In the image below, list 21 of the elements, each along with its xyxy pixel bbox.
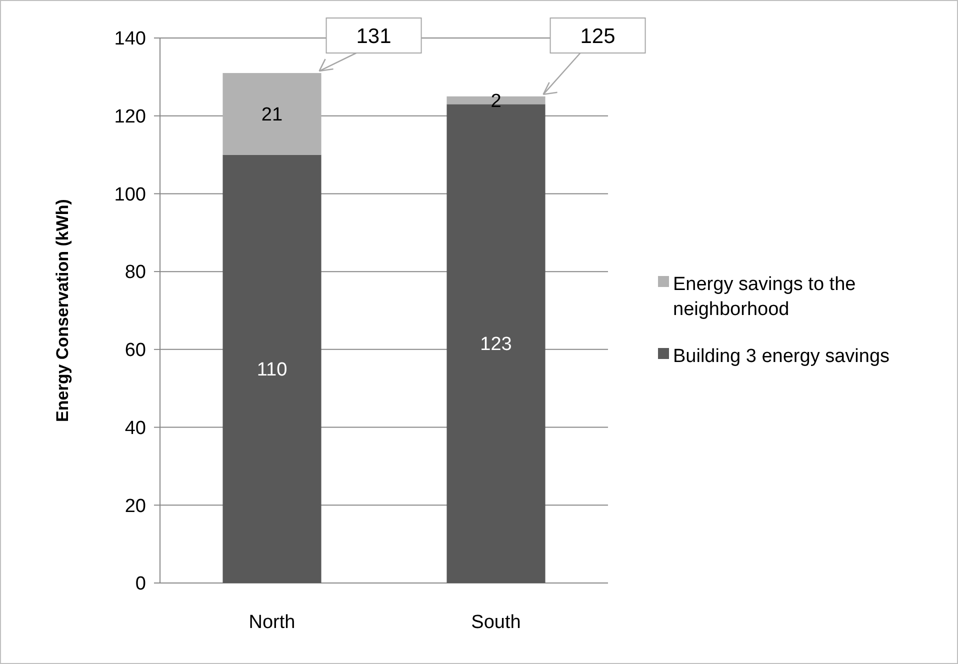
- y-tick-label: 120: [114, 106, 146, 128]
- x-tick-label: North: [248, 612, 296, 633]
- y-axis-title: Energy Conservation (kWh): [53, 199, 72, 422]
- x-tick-label: South: [471, 612, 521, 633]
- y-tick-label: 80: [124, 262, 146, 284]
- total-label: 125: [580, 24, 616, 48]
- legend-label: Energy savings to the neighborhood: [673, 274, 856, 320]
- y-tick-label: 0: [135, 574, 146, 595]
- y-tick-label: 40: [124, 418, 146, 439]
- y-tick-label: 100: [114, 184, 146, 206]
- total-label: 131: [356, 24, 392, 48]
- legend-label: Building 3 energy savings: [673, 346, 890, 368]
- y-tick-label: 60: [124, 340, 146, 362]
- data-label: 123: [480, 334, 512, 356]
- y-tick-label: 20: [124, 496, 146, 517]
- y-tick-label: 140: [114, 28, 146, 50]
- bar: [222, 154, 322, 583]
- data-label: 110: [256, 360, 288, 381]
- data-label: 21: [261, 104, 283, 126]
- data-label: 2: [490, 90, 502, 112]
- bar: [222, 73, 322, 155]
